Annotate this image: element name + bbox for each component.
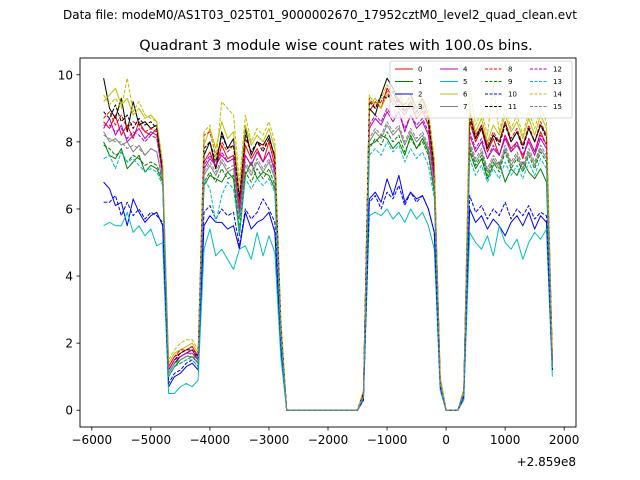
legend-label-9: 9 — [508, 78, 512, 86]
data-file-title: Data file: modeM0/AS1T03_025T01_90000026… — [63, 8, 577, 22]
legend-label-12: 12 — [553, 66, 562, 74]
series-line-3 — [103, 77, 553, 411]
legend-label-1: 1 — [418, 78, 422, 86]
x-tick-label: −1000 — [367, 433, 408, 447]
legend-label-8: 8 — [508, 66, 512, 74]
legend-label-10: 10 — [508, 91, 517, 99]
legend-label-11: 11 — [508, 103, 517, 111]
legend-label-3: 3 — [418, 103, 422, 111]
x-tick-label: −4000 — [190, 433, 231, 447]
legend-label-4: 4 — [463, 66, 468, 74]
series-line-15 — [103, 121, 553, 411]
x-tick-label: 1000 — [490, 433, 521, 447]
x-axis: −6000 −5000 −4000 −3000 −2000 −1000 0 1000 2000 — [72, 427, 580, 447]
y-tick-label: 0 — [65, 404, 73, 418]
y-tick-label: 6 — [65, 202, 73, 216]
legend-label-6: 6 — [463, 91, 468, 99]
series-line-14 — [103, 77, 553, 411]
series-layer — [103, 77, 553, 411]
legend-label-14: 14 — [553, 91, 562, 99]
series-line-2 — [103, 174, 553, 411]
series-line-10 — [103, 184, 553, 411]
x-tick-label: 0 — [442, 433, 450, 447]
legend-label-7: 7 — [463, 103, 467, 111]
legend-label-15: 15 — [553, 103, 562, 111]
x-tick-label: −2000 — [308, 433, 349, 447]
y-axis: 0 2 4 6 8 10 — [58, 68, 80, 418]
series-line-12 — [103, 107, 553, 411]
legend-label-2: 2 — [418, 91, 422, 99]
legend-label-0: 0 — [418, 66, 422, 74]
legend-box — [389, 60, 573, 119]
x-tick-label: −6000 — [72, 433, 113, 447]
y-tick-label: 4 — [65, 270, 73, 284]
y-tick-label: 8 — [65, 135, 73, 149]
x-offset-label: +2.859e8 — [517, 455, 576, 469]
legend-label-13: 13 — [553, 78, 562, 86]
chart-title: Quadrant 3 module wise count rates with … — [139, 38, 533, 54]
x-tick-label: 2000 — [549, 433, 580, 447]
y-tick-label: 2 — [65, 337, 73, 351]
y-tick-label: 10 — [58, 68, 73, 82]
x-tick-label: −3000 — [249, 433, 290, 447]
x-tick-label: −5000 — [131, 433, 172, 447]
legend-label-5: 5 — [463, 78, 467, 86]
